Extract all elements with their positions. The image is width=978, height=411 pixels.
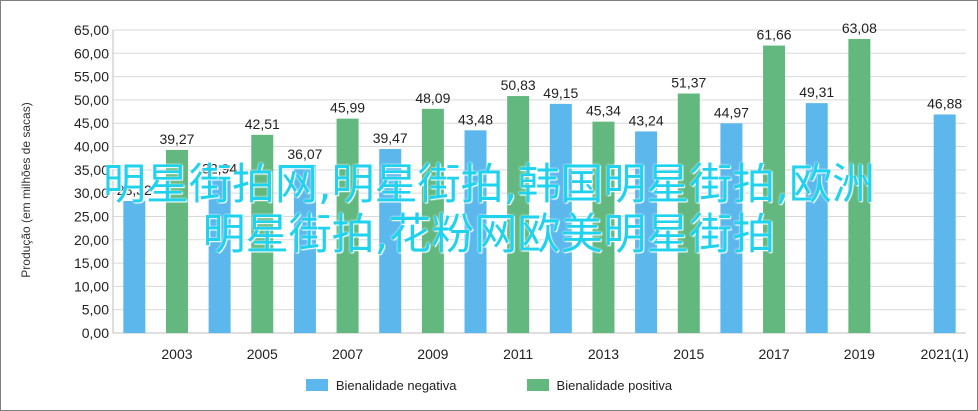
y-tick-label: 40,00 bbox=[74, 139, 109, 155]
data-label: 45,34 bbox=[586, 103, 621, 119]
legend-label-positive: Bienalidade positiva bbox=[556, 377, 673, 393]
data-label: 49,15 bbox=[543, 85, 578, 101]
bar-2004 bbox=[208, 179, 231, 333]
data-label: 63,08 bbox=[842, 20, 877, 36]
data-labels: 28,32 39,27 32,94 42,51 36,07 45,99 39,47 48,09… bbox=[117, 20, 963, 198]
legend: Bienalidade negativa Bienalidade positiv… bbox=[0, 374, 978, 396]
y-tick-label: 50,00 bbox=[74, 92, 109, 108]
data-label: 36,07 bbox=[287, 146, 322, 162]
legend-item-positive: Bienalidade positiva bbox=[526, 377, 673, 393]
y-axis-label: Produção (em milhões de sacas) bbox=[19, 102, 33, 277]
y-tick-label: 0,00 bbox=[82, 325, 109, 341]
x-tick-label: 2007 bbox=[332, 346, 363, 362]
data-label: 39,27 bbox=[159, 131, 194, 147]
data-label: 48,09 bbox=[415, 90, 450, 106]
y-axis-ticks: 0,00 5,00 10,00 15,00 20,00 25,00 30,00 35,00 40… bbox=[74, 22, 109, 341]
data-label: 32,94 bbox=[202, 160, 237, 176]
x-tick-label: 2009 bbox=[417, 346, 448, 362]
data-label: 49,31 bbox=[799, 84, 834, 100]
bar-2018 bbox=[805, 103, 828, 333]
y-tick-label: 10,00 bbox=[74, 278, 109, 294]
bar-2005 bbox=[251, 134, 274, 333]
bars bbox=[123, 38, 956, 334]
bar-2009 bbox=[421, 108, 444, 333]
bar-2017 bbox=[763, 45, 786, 333]
x-tick-label: 2011 bbox=[503, 346, 533, 362]
legend-swatch-negative bbox=[305, 379, 328, 391]
y-tick-label: 20,00 bbox=[74, 232, 109, 248]
data-label: 45,99 bbox=[330, 100, 365, 116]
data-label: 46,88 bbox=[927, 95, 962, 111]
y-tick-label: 45,00 bbox=[74, 115, 109, 131]
legend-item-negative: Bienalidade negativa bbox=[305, 377, 457, 393]
data-label: 61,66 bbox=[757, 27, 792, 43]
x-tick-label: 2003 bbox=[161, 346, 192, 362]
bar-2002 bbox=[123, 200, 146, 333]
x-axis-ticks: 2003 2005 2007 2009 2011 2013 2015 2017 2019 2021… bbox=[161, 346, 968, 362]
x-tick-label: 2013 bbox=[588, 346, 619, 362]
bar-2014 bbox=[635, 131, 658, 333]
x-tick-label: 2019 bbox=[844, 346, 875, 362]
data-label: 39,47 bbox=[373, 130, 408, 146]
y-tick-label: 5,00 bbox=[82, 302, 109, 318]
y-tick-label: 30,00 bbox=[74, 185, 109, 201]
y-tick-label: 60,00 bbox=[74, 45, 109, 61]
bar-2012 bbox=[549, 103, 572, 334]
bar-2003 bbox=[165, 149, 188, 333]
y-tick-label: 65,00 bbox=[74, 22, 109, 38]
legend-label-negative: Bienalidade negativa bbox=[335, 377, 457, 393]
bar-2021(1) bbox=[933, 114, 956, 334]
bar-2011 bbox=[507, 96, 530, 333]
data-label: 28,32 bbox=[117, 182, 152, 198]
data-label: 44,97 bbox=[714, 104, 749, 120]
bar-2015 bbox=[677, 93, 700, 333]
y-tick-label: 25,00 bbox=[74, 208, 109, 224]
gridlines bbox=[112, 29, 966, 334]
y-tick-label: 15,00 bbox=[74, 255, 109, 271]
x-tick-label: 2021(1) bbox=[921, 346, 969, 362]
y-tick-label: 35,00 bbox=[74, 162, 109, 178]
y-tick-label: 55,00 bbox=[74, 69, 109, 85]
data-label: 51,37 bbox=[671, 75, 706, 91]
bar-2008 bbox=[379, 149, 402, 333]
x-tick-label: 2017 bbox=[758, 346, 789, 362]
data-label: 42,51 bbox=[245, 116, 280, 132]
x-tick-label: 2005 bbox=[247, 346, 278, 362]
bar-2006 bbox=[293, 164, 316, 333]
bar-2013 bbox=[592, 121, 615, 333]
bar-2016 bbox=[720, 123, 743, 334]
bar-2019 bbox=[848, 38, 871, 333]
data-label: 50,83 bbox=[501, 77, 536, 93]
data-label: 43,24 bbox=[629, 112, 664, 128]
bar-2007 bbox=[336, 118, 359, 333]
legend-swatch-positive bbox=[526, 379, 549, 391]
x-tick-label: 2015 bbox=[673, 346, 704, 362]
data-label: 43,48 bbox=[458, 111, 493, 127]
bar-2010 bbox=[464, 130, 487, 333]
